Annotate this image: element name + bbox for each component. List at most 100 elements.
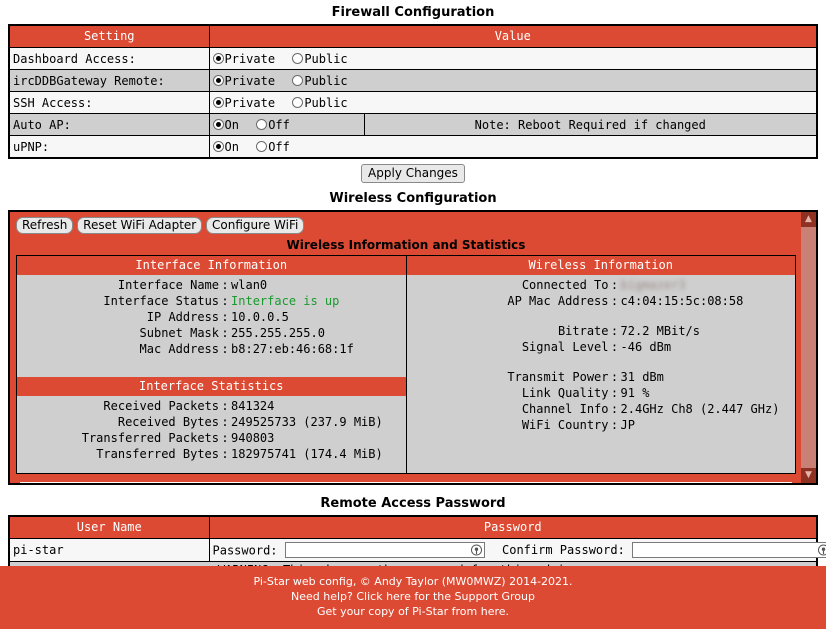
radio-label: Private xyxy=(224,73,276,88)
radio-ircddbgateway-remote-public[interactable]: Public xyxy=(292,74,348,88)
radio-label: Private xyxy=(224,51,276,66)
kv-key: Received Bytes xyxy=(117,415,220,429)
list-item: AP Mac Address : c4:04:15:5c:08:58 xyxy=(407,293,796,309)
remote-access-username-value: pi-star xyxy=(8,538,210,562)
password-input[interactable] xyxy=(284,542,485,558)
scroll-down-arrow-icon[interactable]: ▼ xyxy=(801,468,816,483)
kv-value: 72.2 MBit/s xyxy=(620,324,700,338)
confirm-password-field-wrap xyxy=(632,542,826,558)
confirm-password-input[interactable] xyxy=(632,542,826,558)
kv-value: 841324 xyxy=(231,399,275,413)
list-item: Transferred Packets : 940803 xyxy=(17,430,406,446)
kv-separator: : xyxy=(610,324,619,338)
kv-key: Transmit Power xyxy=(507,370,609,384)
kv-separator: : xyxy=(221,431,229,445)
kv-separator: : xyxy=(221,310,229,324)
kv-value: 249525733 (237.9 MiB) xyxy=(231,415,383,429)
kv-value: JP xyxy=(620,418,635,432)
interface-statistics-header: Interface Statistics xyxy=(17,377,406,396)
kv-separator: : xyxy=(221,399,229,413)
kv-key: Channel Info xyxy=(521,402,609,416)
interface-column: Interface Information Interface Name : w… xyxy=(16,255,407,474)
remote-access-col-password: Password xyxy=(208,515,818,539)
kv-separator: : xyxy=(221,294,229,308)
wireless-panel-scrollbar[interactable]: ▲ ▼ xyxy=(801,212,816,483)
kv-value: c4:04:15:5c:08:58 xyxy=(620,294,744,308)
firewall-setting-label-auto-ap: Auto AP: xyxy=(8,113,210,136)
table-row: Dashboard Access: Private Public xyxy=(8,47,818,70)
firewall-col-value: Value xyxy=(208,24,818,48)
kv-key: Received Packets xyxy=(103,399,220,413)
kv-separator: : xyxy=(221,447,229,461)
wireless-button-bar: Refresh Reset WiFi Adapter Configure WiF… xyxy=(16,217,796,234)
radio-dot-icon xyxy=(256,140,268,152)
kv-key: Signal Level xyxy=(521,340,609,354)
firewall-setting-label-dashboard-access: Dashboard Access: xyxy=(8,47,210,70)
kv-separator: : xyxy=(221,278,229,292)
ssid-redacted-value: bigmazer3 xyxy=(620,278,686,292)
firewall-col-setting: Setting xyxy=(8,24,210,48)
table-row: uPNP: On Off xyxy=(8,135,818,159)
page-footer: Pi-Star web config, © Andy Taylor (MW0MW… xyxy=(0,566,826,629)
kv-separator: : xyxy=(610,418,619,432)
apply-changes-button[interactable]: Apply Changes xyxy=(361,164,465,183)
radio-ssh-access-public[interactable]: Public xyxy=(292,95,348,110)
list-item: Signal Level : -46 dBm xyxy=(407,339,796,355)
kv-separator: : xyxy=(221,342,229,356)
interface-statistics-body: Received Packets : 841324 Received Bytes… xyxy=(17,396,406,468)
kv-key: Transferred Bytes xyxy=(96,447,220,461)
radio-label: On xyxy=(224,139,239,154)
radio-dashboard-access-private[interactable]: Private xyxy=(212,51,276,66)
download-link[interactable]: here. xyxy=(480,605,510,618)
remote-access-section-title: Remote Access Password xyxy=(320,496,506,511)
kv-key: Bitrate xyxy=(557,324,609,338)
radio-dot-icon xyxy=(212,96,224,108)
remote-access-header-row: User Name Password xyxy=(8,515,818,539)
kv-separator: : xyxy=(221,415,229,429)
kv-value: 31 dBm xyxy=(620,370,664,384)
password-field-wrap xyxy=(284,542,485,558)
kv-key: Transferred Packets xyxy=(81,431,220,445)
kv-value-ssid: bigmazer3 xyxy=(621,277,795,293)
list-item: WiFi Country : JP xyxy=(407,417,796,433)
firewall-table: Setting Value Dashboard Access: Private … xyxy=(8,24,818,159)
kv-value: wlan0 xyxy=(231,278,268,292)
radio-dot-icon xyxy=(212,118,224,130)
kv-separator: : xyxy=(221,326,229,340)
radio-label: Public xyxy=(304,95,348,110)
list-item: Channel Info : 2.4GHz Ch8 (2.447 GHz) xyxy=(407,401,796,417)
support-group-link[interactable]: Click here for the Support Group xyxy=(356,590,535,603)
firewall-value-dashboard-access: Private Public xyxy=(208,47,818,70)
scroll-up-arrow-icon[interactable]: ▲ xyxy=(801,212,816,227)
kv-value-status: Interface is up xyxy=(231,294,340,308)
scrollbar-thumb[interactable] xyxy=(801,227,816,445)
reset-wifi-adapter-button[interactable]: Reset WiFi Adapter xyxy=(77,217,203,234)
kv-separator: : xyxy=(610,386,619,400)
reveal-password-icon[interactable] xyxy=(470,544,483,557)
kv-value: b8:27:eb:46:68:1f xyxy=(231,342,354,356)
refresh-button[interactable]: Refresh xyxy=(16,217,74,234)
radio-dot-icon xyxy=(212,140,224,152)
radio-ssh-access-private[interactable]: Private xyxy=(212,96,275,110)
apply-changes-wrap: Apply Changes xyxy=(0,164,826,183)
radio-ircddbgateway-remote-private[interactable]: Private xyxy=(212,73,276,88)
firewall-value-auto-ap: On Off Note: Reboot Required if changed xyxy=(208,113,818,136)
wireless-information-body: Connected To : bigmazer3 AP Mac Address … xyxy=(407,275,796,473)
list-item: Interface Status : Interface is up xyxy=(17,293,406,309)
radio-label: Public xyxy=(304,51,348,66)
kv-key: Subnet Mask xyxy=(139,326,220,340)
table-row: SSH Access: Private Public xyxy=(8,91,818,114)
footer-download-prefix: Get your copy of Pi-Star from xyxy=(316,605,481,618)
radio-auto-ap-on[interactable]: On xyxy=(212,118,239,132)
reveal-confirm-password-icon[interactable] xyxy=(817,544,826,557)
list-item: Transmit Power : 31 dBm xyxy=(407,369,796,385)
radio-auto-ap-off[interactable]: Off xyxy=(256,118,290,132)
radio-dashboard-access-public[interactable]: Public xyxy=(292,51,348,66)
radio-upnp-on[interactable]: On xyxy=(212,139,239,154)
wireless-footer-divider xyxy=(20,482,792,483)
firewall-setting-label-ssh-access: SSH Access: xyxy=(8,91,210,114)
kv-key: WiFi Country xyxy=(521,418,609,432)
configure-wifi-button[interactable]: Configure WiFi xyxy=(206,217,305,234)
radio-upnp-off[interactable]: Off xyxy=(256,140,290,154)
